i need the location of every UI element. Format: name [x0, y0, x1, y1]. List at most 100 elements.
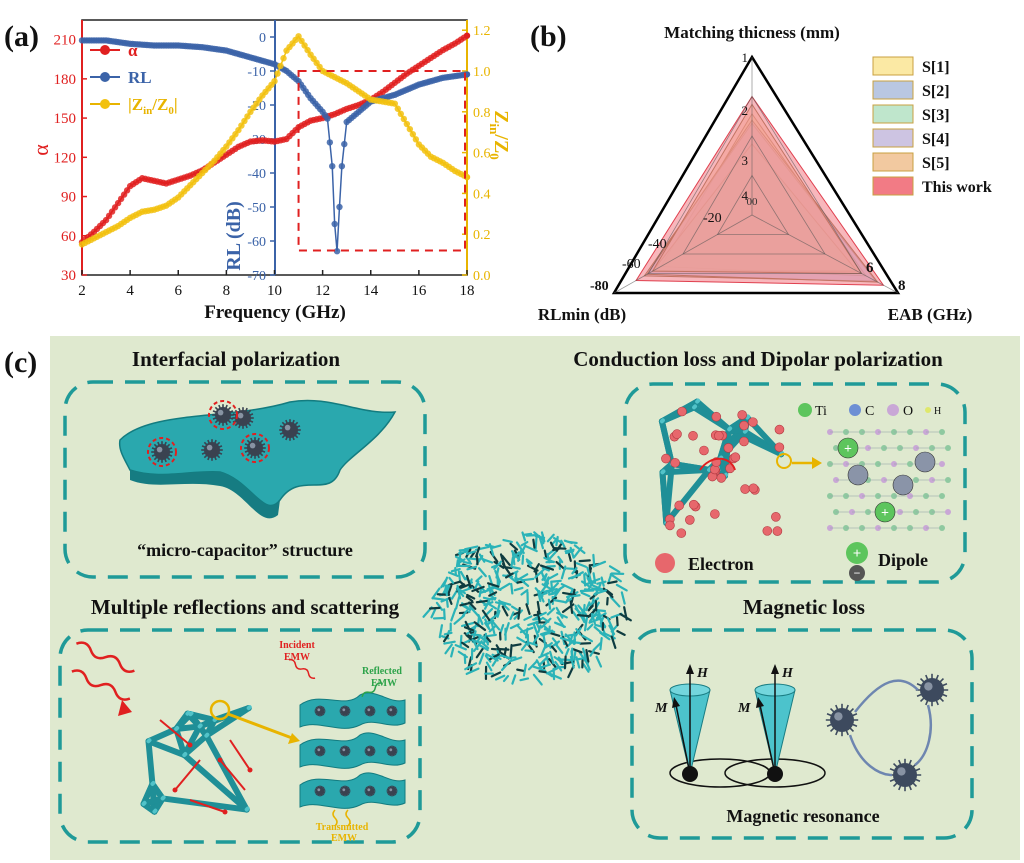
center-network-strut — [500, 660, 511, 672]
radar-legend-label: S[5] — [922, 155, 950, 172]
center-network-strut — [585, 601, 591, 612]
series-marker — [277, 62, 284, 70]
radar-tick-rlmin: -80 — [590, 279, 609, 294]
center-network-strut — [509, 542, 519, 551]
center-network-strut — [580, 591, 591, 598]
center-network-strut — [538, 534, 545, 550]
center-network-strut — [465, 667, 480, 676]
center-network-strut — [536, 590, 542, 603]
center-network-strut — [443, 631, 453, 636]
center-network-strut — [547, 598, 552, 610]
center-network-strut — [572, 648, 583, 654]
center-network-strut — [551, 579, 562, 583]
center-network-strut — [569, 634, 574, 645]
legend-marker-rl — [100, 72, 110, 82]
center-network-strut — [475, 575, 483, 583]
network-strut — [691, 404, 733, 433]
center-network-strut — [454, 644, 467, 651]
series-marker — [244, 113, 251, 120]
reflection-arrow — [219, 759, 246, 791]
lattice-atom — [945, 445, 951, 451]
network-strut — [726, 414, 751, 433]
sphere-icon — [201, 439, 223, 461]
svg-text:+: + — [881, 506, 889, 521]
right-tick-label: 0.0 — [473, 269, 491, 284]
right-tick-label: 0.4 — [473, 187, 491, 202]
center-network-strut — [509, 611, 515, 621]
sphere-icon — [364, 745, 376, 757]
center-network-strut — [486, 619, 495, 626]
x-tick-label: 8 — [223, 283, 231, 299]
series-marker — [406, 125, 414, 133]
center-network-strut — [540, 617, 552, 629]
center-network-strut — [510, 550, 521, 561]
center-network-strut — [477, 613, 484, 626]
center-network-strut — [460, 641, 470, 649]
center-network-strut — [510, 605, 519, 611]
title-magnetic-loss: Magnetic loss — [743, 595, 865, 619]
center-network-strut — [488, 591, 498, 597]
electron-dot — [730, 452, 741, 463]
center-network-strut — [519, 677, 530, 682]
center-network-strut — [520, 642, 528, 651]
right-tick-label: 0.6 — [473, 147, 491, 162]
center-network-strut — [502, 538, 513, 544]
center-network-strut — [522, 663, 527, 677]
center-network-strut — [538, 611, 547, 617]
center-network-strut — [521, 577, 535, 582]
center-network-strut — [578, 559, 591, 563]
reflection-arrow — [229, 739, 251, 771]
capacitor-ring — [208, 400, 238, 430]
center-network-strut — [473, 621, 487, 632]
center-network-strut — [534, 567, 546, 579]
svg-text:+: + — [844, 442, 852, 457]
center-network-strut — [592, 553, 596, 566]
h-label-1: H — [696, 666, 709, 681]
middle-tick-label: 0 — [259, 31, 266, 46]
center-network-strut — [588, 597, 600, 607]
sphere-icon — [314, 705, 326, 717]
right-tick-label: 1.2 — [473, 24, 491, 39]
center-network-strut — [511, 674, 517, 685]
reflection-arrow — [159, 719, 191, 746]
radar-center-label: 00 — [747, 196, 759, 208]
center-network-strut — [575, 656, 581, 669]
center-network-strut — [455, 587, 465, 598]
center-network-strut — [478, 586, 483, 598]
middle-tick-label: -50 — [247, 201, 266, 216]
sphere-icon — [386, 705, 398, 717]
legend-z: |Zin/Z0| — [128, 95, 178, 117]
series-marker — [341, 140, 348, 148]
electron-dot — [774, 424, 785, 435]
atom-legend: Ti C O H — [798, 403, 941, 419]
electron-dot — [762, 526, 773, 536]
svg-text:+: + — [853, 546, 862, 562]
center-network-strut — [525, 534, 537, 537]
radar-legend-swatch — [872, 152, 914, 172]
left-tick-label: 30 — [61, 268, 76, 284]
center-network-strut — [447, 571, 459, 577]
center-network-strut — [465, 555, 472, 563]
network-node — [727, 426, 733, 432]
electron-dot — [771, 512, 781, 522]
radar-legend-label: S[4] — [922, 131, 950, 148]
center-network-strut — [487, 582, 500, 588]
center-network-strut — [442, 634, 450, 643]
center-network-strut — [496, 609, 501, 618]
network-node — [204, 732, 210, 738]
center-network-strut — [535, 621, 541, 631]
center-network-strut — [590, 612, 601, 619]
center-network-strut — [443, 608, 446, 621]
series-marker — [295, 33, 302, 40]
center-network-strut — [513, 586, 524, 592]
center-network-strut — [608, 565, 621, 574]
center-network-strut — [565, 647, 570, 656]
electron-dot — [739, 420, 749, 431]
center-network-strut — [448, 576, 455, 584]
center-network-strut — [525, 558, 533, 565]
center-network-strut — [593, 626, 606, 637]
radar-tick-eab: 6 — [866, 260, 874, 276]
center-network-strut — [545, 587, 558, 593]
center-network-strut — [493, 560, 503, 570]
